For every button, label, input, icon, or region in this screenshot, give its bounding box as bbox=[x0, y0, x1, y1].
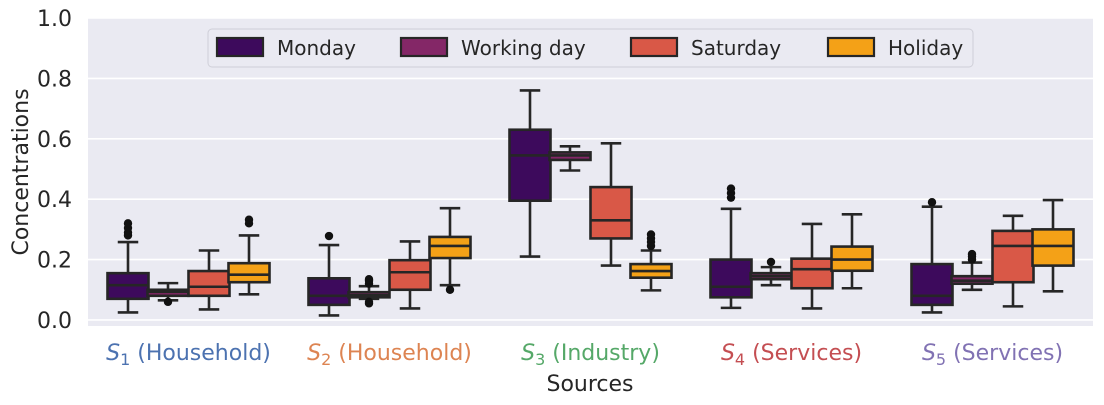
box-saturday-3 bbox=[589, 142, 633, 267]
x-category-label-3: S3 (Industry) bbox=[521, 341, 660, 369]
box-body bbox=[508, 128, 552, 202]
box-holiday-1 bbox=[227, 215, 271, 296]
box-group-5 bbox=[910, 197, 1075, 314]
box-monday-5 bbox=[910, 197, 954, 314]
y-tick-label-5: 1.0 bbox=[37, 7, 72, 32]
box-monday-4 bbox=[709, 184, 753, 310]
outlier-point bbox=[445, 285, 455, 294]
legend-entry-working-day: Working day bbox=[399, 36, 586, 60]
box-body bbox=[227, 261, 271, 284]
box-holiday-3 bbox=[629, 230, 673, 292]
box-groups bbox=[106, 89, 1075, 317]
legend-entry-saturday: Saturday bbox=[629, 36, 781, 60]
box-working-day-2 bbox=[347, 274, 391, 308]
x-axis-categories: S1 (Household) S2 (Household) S3 (Industry… bbox=[106, 341, 1063, 369]
box-group-1 bbox=[106, 215, 271, 314]
box-saturday-4 bbox=[790, 222, 834, 310]
box-holiday-2 bbox=[428, 206, 472, 294]
legend-swatch-holiday bbox=[826, 36, 876, 58]
box-body bbox=[428, 235, 472, 260]
box-monday-3 bbox=[508, 89, 552, 258]
x-category-label-1: S1 (Household) bbox=[106, 341, 271, 369]
legend: Monday Working day Saturday Holiday bbox=[207, 28, 974, 68]
box-holiday-5 bbox=[1031, 198, 1075, 293]
box-body bbox=[388, 258, 432, 292]
y-tick-label-3: 0.6 bbox=[37, 128, 72, 153]
y-axis-title: Concentrations bbox=[9, 88, 34, 255]
box-saturday-5 bbox=[991, 214, 1035, 308]
legend-entry-monday: Monday bbox=[215, 36, 356, 60]
box-saturday-2 bbox=[388, 240, 432, 310]
x-axis-title: Sources bbox=[546, 372, 633, 397]
x-category-label-5: S5 (Services) bbox=[922, 341, 1063, 369]
box-monday-2 bbox=[307, 231, 351, 317]
legend-label-holiday: Holiday bbox=[888, 36, 963, 60]
y-axis-ticks: 0.0 0.2 0.4 0.6 0.8 1.0 bbox=[37, 7, 72, 334]
box-working-day-3 bbox=[548, 145, 592, 172]
x-category-label-4: S4 (Services) bbox=[721, 341, 862, 369]
outlier-point bbox=[646, 230, 656, 239]
box-body bbox=[991, 229, 1035, 284]
outlier-point bbox=[163, 297, 173, 307]
x-category-label-2: S2 (Household) bbox=[307, 341, 472, 369]
box-body bbox=[709, 258, 753, 299]
outlier-point bbox=[726, 184, 736, 193]
legend-swatch-working-day bbox=[399, 36, 449, 58]
box-group-4 bbox=[709, 184, 874, 310]
box-body bbox=[790, 257, 834, 290]
y-tick-label-4: 0.8 bbox=[37, 67, 72, 92]
y-tick-label-1: 0.2 bbox=[37, 249, 72, 274]
outlier-point bbox=[766, 257, 776, 267]
box-body bbox=[1031, 228, 1075, 267]
box-holiday-4 bbox=[830, 212, 874, 290]
box-group-2 bbox=[307, 206, 472, 317]
legend-label-saturday: Saturday bbox=[691, 36, 781, 60]
box-body bbox=[910, 262, 954, 307]
legend-label-working-day: Working day bbox=[461, 36, 586, 60]
outlier-point bbox=[123, 219, 133, 228]
outlier-point bbox=[324, 231, 334, 241]
legend-swatch-saturday bbox=[629, 36, 679, 58]
outlier-point bbox=[967, 249, 977, 259]
legend-label-monday: Monday bbox=[277, 36, 356, 60]
box-body bbox=[589, 185, 633, 240]
legend-frame bbox=[207, 28, 974, 68]
box-working-day-1 bbox=[146, 281, 190, 307]
y-tick-label-0: 0.0 bbox=[37, 309, 72, 334]
outlier-point bbox=[364, 274, 374, 284]
outlier-point bbox=[244, 215, 254, 224]
box-group-3 bbox=[508, 89, 673, 292]
box-working-day-5 bbox=[950, 249, 994, 292]
box-body bbox=[187, 269, 231, 298]
box-monday-1 bbox=[106, 219, 150, 314]
y-tick-label-2: 0.4 bbox=[37, 188, 72, 213]
legend-entry-holiday: Holiday bbox=[826, 36, 963, 60]
box-body bbox=[307, 276, 351, 307]
outlier-point bbox=[927, 197, 937, 207]
outlier-point bbox=[364, 297, 374, 307]
legend-swatch-monday bbox=[215, 36, 265, 58]
